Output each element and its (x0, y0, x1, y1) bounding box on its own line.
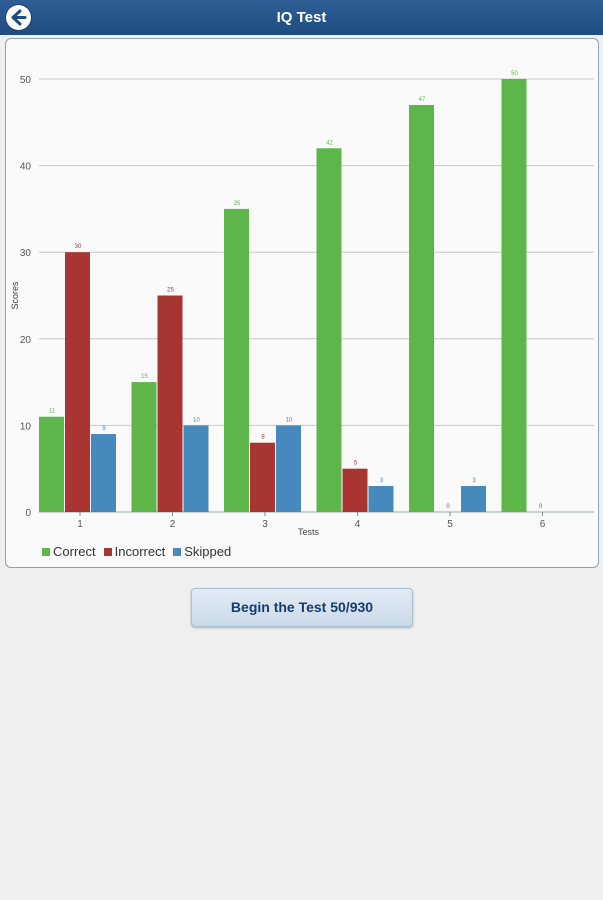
legend-swatch-incorrect (103, 547, 112, 556)
bar-correct (224, 208, 249, 512)
back-button[interactable] (6, 5, 31, 30)
begin-test-button[interactable]: Begin the Test 50/930 (191, 588, 413, 627)
legend-swatch-correct (42, 547, 50, 556)
legend-label-skipped: Skipped (184, 544, 232, 559)
bar-incorrect (250, 442, 275, 512)
chart-legend: Correct Incorrect Skipped (42, 544, 231, 559)
x-tick-label: 1 (77, 519, 83, 530)
data-label: 42 (326, 140, 333, 146)
y-tick-label: 20 (20, 335, 32, 346)
bar-incorrect (342, 468, 368, 512)
x-tick-label: 5 (447, 519, 453, 530)
y-axis-label: Scores (10, 281, 20, 310)
bar-incorrect (65, 252, 90, 512)
data-label: 10 (286, 417, 293, 423)
legend-item-correct: Correct (42, 544, 96, 559)
bar-correct (131, 382, 157, 512)
legend-label-correct: Correct (53, 544, 96, 559)
x-tick-label: 4 (355, 519, 361, 530)
bar-correct (409, 104, 434, 512)
data-label: 35 (234, 201, 241, 207)
x-tick-label: 2 (170, 519, 176, 530)
data-label: 15 (141, 374, 148, 380)
score-bar-chart: 01020304050ScoresTests111309215251033581… (10, 71, 594, 537)
bar-correct (39, 416, 64, 512)
data-label: 3 (472, 478, 476, 484)
data-label: 11 (49, 409, 56, 415)
data-label: 30 (75, 244, 82, 250)
data-label: 9 (102, 426, 106, 432)
y-tick-label: 0 (25, 508, 31, 519)
legend-label-incorrect: Incorrect (114, 544, 166, 559)
bar-correct (316, 148, 342, 512)
back-arrow-icon (11, 9, 27, 26)
legend-item-skipped: Skipped (173, 544, 231, 559)
bar-skipped (91, 434, 116, 512)
bar-skipped (276, 425, 301, 512)
bar-skipped (368, 486, 394, 512)
x-tick-label: 3 (262, 519, 268, 530)
x-axis-label: Tests (298, 527, 320, 537)
data-label: 47 (419, 97, 426, 103)
bar-skipped (461, 486, 486, 512)
data-label: 0 (539, 504, 543, 510)
bar-incorrect (157, 295, 183, 512)
y-tick-label: 10 (20, 421, 32, 432)
page-title: IQ Test (276, 9, 327, 26)
data-label: 5 (354, 461, 358, 467)
data-label: 0 (446, 504, 450, 510)
y-tick-label: 50 (20, 75, 32, 86)
x-tick-label: 6 (540, 519, 546, 530)
chart-panel: 0 10 20 30 40 50 Scores Tests 1 11 30 9 2 15 25 10 3 35 8 1… (5, 38, 599, 568)
y-tick-label: 30 (20, 248, 32, 259)
data-label: 3 (380, 478, 384, 484)
data-label: 25 (167, 288, 174, 294)
data-label: 10 (193, 417, 200, 423)
data-label: 8 (261, 435, 265, 441)
bar-correct (501, 79, 527, 512)
legend-item-incorrect: Incorrect (103, 544, 166, 559)
data-label: 50 (511, 71, 518, 77)
bar-skipped (183, 425, 209, 512)
legend-swatch-skipped (173, 547, 182, 556)
app-header: IQ Test (0, 0, 603, 35)
y-tick-label: 40 (20, 162, 32, 173)
